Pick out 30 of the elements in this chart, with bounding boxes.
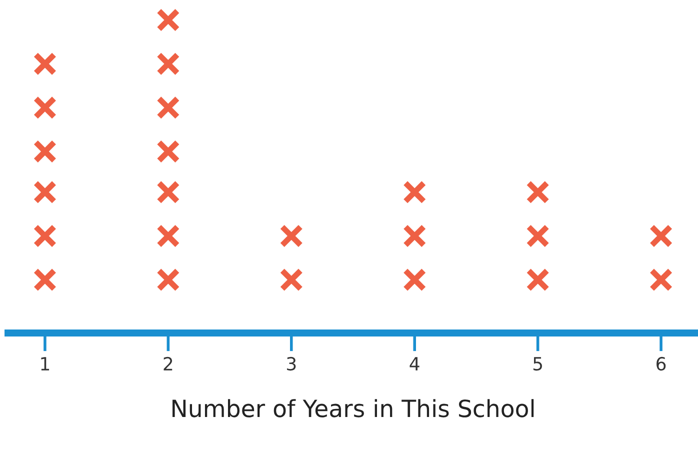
x-axis-title: Number of Years in This School: [172, 399, 534, 418]
point: [649, 268, 673, 292]
x-tick-label: 1: [41, 357, 50, 370]
point: [156, 224, 180, 248]
point: [156, 96, 180, 120]
point: [280, 224, 304, 248]
point: [649, 224, 673, 248]
point: [33, 268, 57, 292]
x-tick-label: 4: [410, 357, 420, 370]
point: [33, 224, 57, 248]
point: [33, 96, 57, 120]
x-tick-label: 6: [656, 356, 666, 371]
point: [402, 180, 426, 204]
point: [526, 224, 550, 248]
point: [280, 268, 304, 292]
point: [33, 52, 57, 76]
point: [156, 8, 180, 32]
point: [402, 224, 426, 248]
point: [526, 268, 550, 292]
x-tick-label: 3: [287, 356, 296, 371]
point: [156, 268, 180, 292]
point: [402, 268, 426, 292]
x-tick-label: 2: [164, 356, 172, 370]
point: [156, 180, 180, 204]
point: [156, 52, 180, 76]
point: [33, 180, 57, 204]
point: [526, 180, 550, 204]
point: [33, 140, 57, 164]
x-tick-label: 5: [533, 357, 542, 371]
point: [156, 140, 180, 164]
